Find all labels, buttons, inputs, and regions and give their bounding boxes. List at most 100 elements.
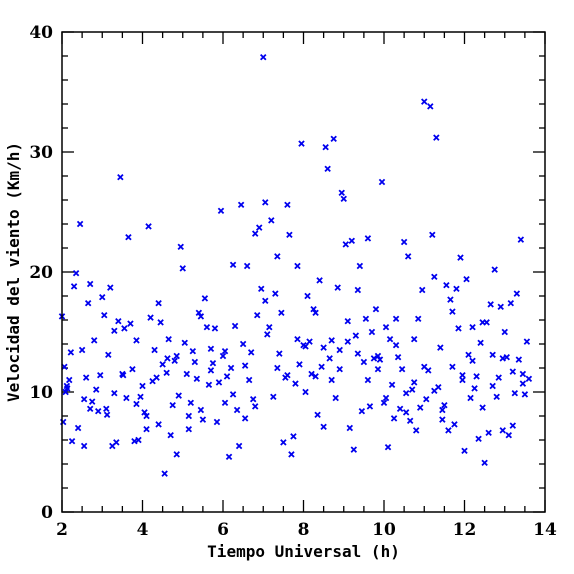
- data-point: [509, 422, 517, 429]
- data-point: [364, 376, 372, 384]
- data-point: [235, 442, 243, 450]
- data-point: [318, 363, 325, 371]
- data-point: [449, 363, 456, 371]
- data-point: [165, 335, 172, 343]
- data-point: [117, 173, 124, 181]
- data-point: [177, 243, 184, 251]
- data-point: [336, 365, 343, 373]
- data-point: [394, 353, 402, 361]
- data-point: [99, 293, 106, 301]
- data-point: [487, 301, 494, 308]
- data-point: [507, 299, 515, 307]
- data-point: [320, 344, 327, 351]
- data-point: [80, 395, 88, 403]
- data-point: [523, 338, 531, 345]
- data-point: [461, 447, 468, 455]
- data-point: [358, 407, 366, 415]
- x-tick-label: 2: [56, 520, 68, 540]
- data-point: [360, 358, 368, 366]
- data-point: [276, 350, 283, 357]
- data-point: [74, 424, 82, 432]
- data-point: [400, 238, 408, 246]
- data-point: [465, 351, 472, 359]
- data-point: [499, 355, 506, 362]
- data-point: [479, 404, 486, 411]
- data-point: [304, 292, 311, 300]
- data-point: [163, 369, 170, 377]
- data-point: [445, 427, 452, 434]
- data-point: [181, 339, 188, 347]
- data-point: [62, 388, 69, 396]
- data-point: [412, 427, 420, 434]
- data-point: [489, 382, 496, 390]
- data-point: [86, 405, 94, 413]
- data-point: [197, 313, 205, 320]
- data-point: [517, 236, 525, 243]
- data-point: [324, 165, 331, 173]
- x-tick-labels: 2 4 6 8 10 12 14: [56, 520, 557, 540]
- data-point: [141, 409, 148, 416]
- data-point: [203, 323, 211, 331]
- data-point: [193, 375, 201, 383]
- data-point: [398, 365, 406, 373]
- data-point: [322, 143, 329, 151]
- x-tick-label: 10: [372, 520, 396, 540]
- data-point: [473, 373, 480, 380]
- data-point: [270, 393, 277, 401]
- data-point: [447, 296, 454, 303]
- y-tick-labels: 0 10 20 30 40: [29, 23, 53, 523]
- data-point: [280, 439, 287, 446]
- data-point: [241, 415, 249, 422]
- data-point: [459, 376, 466, 384]
- data-point: [350, 446, 358, 453]
- data-point: [147, 314, 154, 321]
- data-point: [133, 337, 140, 344]
- data-point: [362, 315, 370, 323]
- data-point: [175, 392, 182, 399]
- data-point: [497, 303, 504, 311]
- data-point: [328, 376, 335, 384]
- data-point: [342, 241, 349, 248]
- data-point: [92, 386, 100, 393]
- data-point: [513, 290, 521, 297]
- data-point: [410, 335, 418, 343]
- data-point: [521, 391, 529, 398]
- data-point: [404, 253, 412, 260]
- data-point: [509, 368, 517, 375]
- data-point: [479, 319, 486, 326]
- data-point: [356, 262, 364, 270]
- data-point: [243, 262, 251, 270]
- data-point: [189, 347, 197, 355]
- data-point: [374, 365, 382, 373]
- data-point: [125, 233, 132, 241]
- data-point: [346, 424, 354, 432]
- data-point: [133, 400, 140, 408]
- data-point: [123, 394, 130, 402]
- data-point: [205, 381, 213, 389]
- data-point: [157, 319, 164, 326]
- data-point: [390, 415, 398, 422]
- data-point: [469, 357, 476, 365]
- data-point: [503, 353, 510, 361]
- data-point: [169, 401, 176, 409]
- data-point: [431, 273, 438, 281]
- data-point: [451, 421, 458, 428]
- data-point: [127, 320, 134, 327]
- data-point: [284, 201, 291, 209]
- data-point: [348, 237, 356, 245]
- data-point: [310, 305, 317, 313]
- data-point: [103, 411, 111, 419]
- data-point: [105, 351, 112, 359]
- data-point: [111, 389, 118, 397]
- data-point: [439, 416, 446, 423]
- data-point: [135, 436, 142, 444]
- data-point: [328, 337, 335, 344]
- data-point: [286, 231, 293, 239]
- data-point: [207, 367, 215, 374]
- data-point: [88, 398, 96, 405]
- data-point: [439, 406, 446, 414]
- data-point: [453, 285, 460, 293]
- data-point: [80, 442, 88, 450]
- data-point: [344, 338, 352, 345]
